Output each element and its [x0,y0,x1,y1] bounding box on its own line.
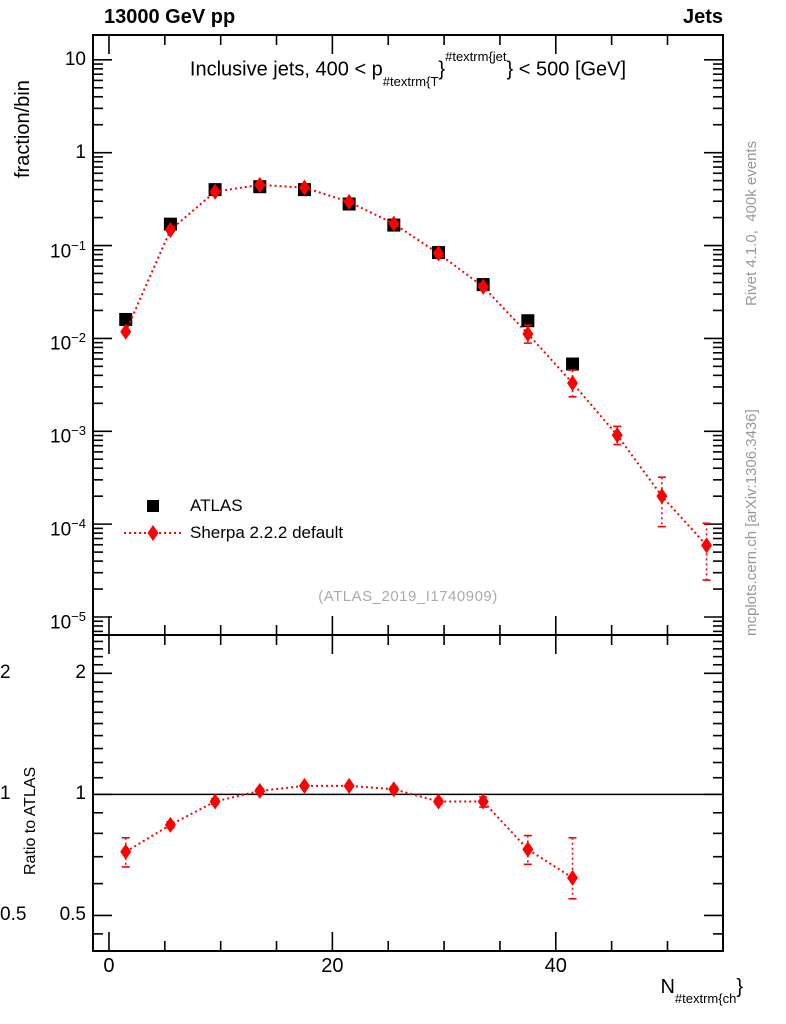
plot-title-post: < 500 [GeV] [513,58,627,81]
y-tick-label: 10−5 [50,609,86,634]
x-tick-label: 0 [103,955,115,977]
mc-point-diamond [477,793,489,810]
chart-shape [92,634,724,952]
plot-title: Inclusive jets, 400 < p#textrm{T}#textrm… [93,49,723,89]
mc-point-diamond [388,781,400,798]
y-tick-label: 10−1 [50,237,86,262]
mc-point-diamond [209,793,221,810]
plot-title-pre: Inclusive jets, 400 < p [189,58,383,81]
mc-point-diamond [209,183,221,200]
process-label: Jets [682,6,723,28]
mc-point-diamond [477,278,489,295]
beam-energy-label: 13000 GeV pp [104,6,236,28]
mc-point-diamond [701,537,713,554]
y-tick-label: 0.5 [59,904,86,926]
analysis-id-watermark: (ATLAS_2019_I1740909) [318,588,498,605]
plot-title-sub: #textrm{T [382,73,439,89]
mc-point-diamond [254,176,266,193]
mc-point-diamond [567,869,579,886]
y-tick-label: 10−2 [50,330,86,355]
mc-line [125,784,574,879]
y-tick-label: 10−3 [50,423,86,448]
y-tick-label: 1 [75,783,86,805]
mc-point-diamond [611,427,623,444]
mc-point-diamond [388,215,400,232]
legend-label: Sherpa 2.2.2 default [190,522,344,542]
data-point-square [521,314,535,328]
legend-row: ATLAS [122,492,343,519]
mc-point-diamond [298,179,310,196]
mc-point-diamond [432,793,444,810]
mc-point-diamond [164,222,176,239]
mc-point-diamond [120,843,132,860]
y-tick-label: 10 [64,48,86,70]
mc-point-diamond [343,777,355,794]
mc-point-diamond [298,777,310,794]
y-tick-label: 1 [75,141,86,163]
x-axis-title-main: N [660,976,675,998]
x-axis-title-sub: #textrm{ch [674,991,737,1006]
mc-point-diamond [656,488,668,505]
y-tick-label: 10−4 [50,516,86,541]
legend-label: ATLAS [190,495,243,515]
plot-title-brace2: } [506,58,514,81]
mc-point-diamond [567,375,579,392]
x-axis-title: N#textrm{ch} [483,976,743,1006]
y-tick-label-right: 2 [0,662,11,684]
x-tick-label: 40 [544,955,567,977]
legend: ATLAS Sherpa 2.2.2 default [122,492,343,546]
atlas-square-icon [122,494,184,518]
data-point-square [566,357,580,371]
mcplots-arxiv-note: mcplots.cern.ch [arXiv:1306.3436] [743,409,760,636]
y-tick-label: 2 [75,662,86,684]
rivet-version-note: Rivet 4.1.0, 400k events [743,140,760,306]
x-tick-label: 20 [321,955,344,977]
mc-point-diamond [522,325,534,342]
x-axis-title-close: } [736,976,743,998]
mc-point-diamond [254,782,266,799]
mc-point-diamond [432,245,444,262]
mc-point-diamond [343,193,355,210]
mc-diamond-icon [122,521,184,545]
mc-point-diamond [164,816,176,833]
plot-title-sup: #textrm{jet [445,49,507,64]
plot-title-brace1: } [438,58,446,81]
y-tick-label-right: 0.5 [0,904,27,926]
legend-row: Sherpa 2.2.2 default [122,519,343,546]
mc-point-diamond [522,841,534,858]
y-tick-label-right: 1 [0,783,11,805]
mc-point-diamond [120,323,132,340]
data-point-square [119,312,133,326]
